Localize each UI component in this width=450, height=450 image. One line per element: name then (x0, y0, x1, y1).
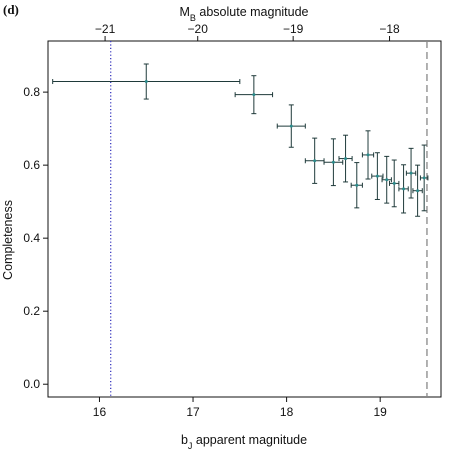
top-axis-title-base: M (179, 5, 189, 19)
top-axis-title-sub: B (190, 13, 196, 23)
x-tick-label: 19 (373, 405, 387, 419)
x-axis-title-base: b (181, 433, 188, 447)
data-point (409, 171, 413, 175)
data-point (402, 187, 406, 191)
y-tick-label: 0.6 (23, 158, 40, 172)
y-axis-title: Completeness (1, 200, 15, 280)
top-tick-label: −21 (95, 22, 116, 36)
data-point (313, 159, 317, 163)
data-point (144, 80, 148, 84)
x-axis-title: bJ apparent magnitude (181, 433, 307, 450)
top-axis-title-rest: absolute magnitude (196, 5, 309, 19)
data-point (416, 189, 420, 193)
data-point (331, 160, 335, 164)
data-point (289, 124, 293, 128)
x-tick-label: 16 (93, 405, 107, 419)
data-point (392, 181, 396, 185)
top-tick-label: −19 (283, 22, 304, 36)
plot-frame (47, 40, 442, 398)
plot-marks: 16 17 18 19 0.0 0.2 0.4 0.6 0.8 −21 −20 −19 −18 (23, 22, 429, 419)
top-tick-label: −18 (379, 22, 400, 36)
x-tick-label: 17 (186, 405, 200, 419)
y-tick-label: 0.4 (23, 231, 40, 245)
y-tick-label: 0.2 (23, 304, 40, 318)
data-point (385, 178, 389, 182)
top-tick-label: −20 (188, 22, 209, 36)
data-point (355, 183, 359, 187)
data-point (366, 153, 370, 157)
data-point (375, 174, 379, 178)
x-tick-label: 18 (280, 405, 294, 419)
x-axis-title-rest: apparent magnitude (192, 433, 307, 447)
data-point (344, 157, 348, 161)
panel-label: (d) (3, 2, 19, 17)
top-axis-title: MB absolute magnitude (179, 5, 308, 23)
data-point (252, 93, 256, 97)
data-point (422, 176, 426, 180)
y-tick-label: 0.8 (23, 85, 40, 99)
x-axis-title-sub: J (188, 441, 193, 450)
y-tick-label: 0.0 (23, 377, 40, 391)
